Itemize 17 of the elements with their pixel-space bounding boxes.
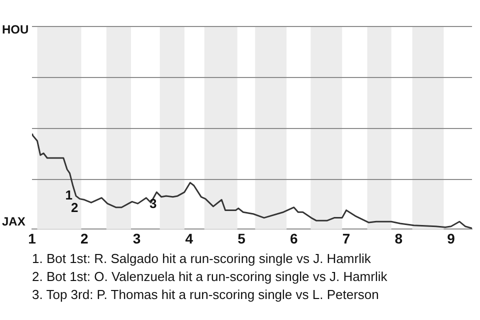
- text: JAX: [2, 214, 26, 229]
- annotation: 2: [70, 200, 78, 215]
- text: 1. Bot 1st: R. Salgado hit a run-scoring single vs J. Hamrlik: [32, 250, 372, 268]
- text: HOU: [2, 22, 29, 36]
- x-tick-label: 4: [185, 230, 194, 246]
- x-tick-label: 1: [28, 230, 36, 246]
- text: 3. Top 3rd: P. Thomas hit a run-scoring single vs L. Peterson: [32, 286, 380, 304]
- x-tick-label: 8: [394, 230, 403, 246]
- annotation: 3: [150, 196, 157, 212]
- x-tick-label: 6: [290, 230, 298, 246]
- x-tick-label: 9: [447, 230, 456, 246]
- x-tick-label: 3: [132, 230, 141, 246]
- x-tick-label: 5: [238, 230, 246, 246]
- annotation: 1: [65, 188, 72, 203]
- x-tick-label: 2: [80, 230, 88, 246]
- x-tick-label: 7: [342, 230, 350, 246]
- text: 2. Bot 1st: O. Valenzuela hit a run-scoring single vs J. Hamrlik: [32, 268, 388, 286]
